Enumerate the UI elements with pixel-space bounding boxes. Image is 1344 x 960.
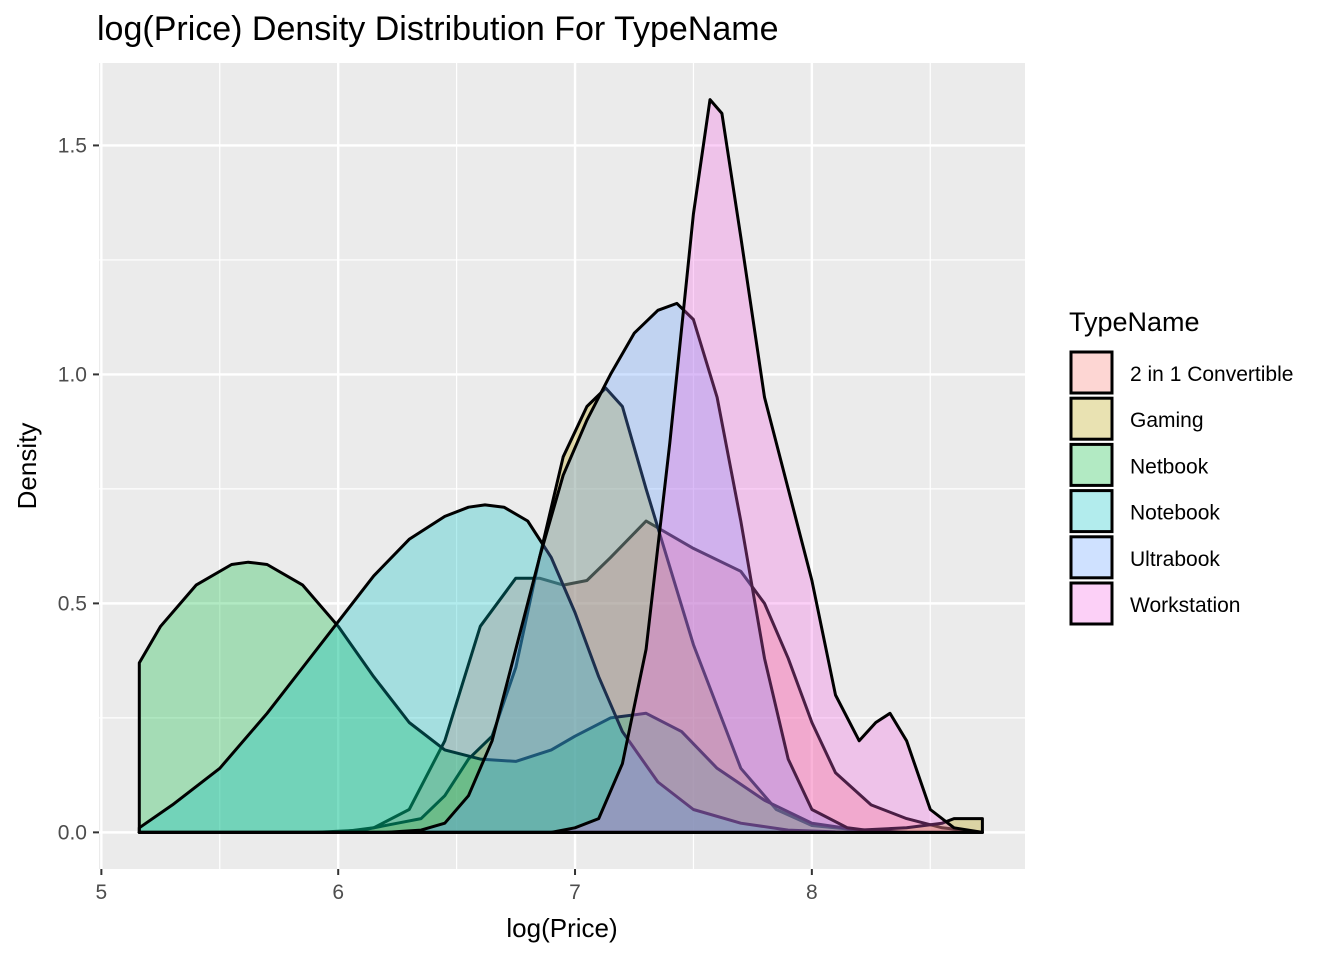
x-tick-label: 8 [806,881,818,904]
x-tick-label: 7 [569,881,581,904]
y-tick-label: 0.0 [58,821,87,844]
legend-key-bg [1071,398,1112,440]
legend-label: Gaming [1130,409,1204,432]
legend-label: Notebook [1130,502,1220,525]
x-tick-label: 5 [96,881,108,904]
legend-key-bg [1071,490,1112,532]
legend-label: 2 in 1 Convertible [1130,363,1293,386]
legend-key [1069,581,1114,626]
chart-title: log(Price) Density Distribution For Type… [97,10,779,48]
y-tick-label: 1.0 [58,363,87,386]
tick-labels: 5 6 7 8 0.0 0.5 1.0 1.5 [58,134,818,904]
y-axis-title: Density [12,423,42,510]
density-area-workstation [137,98,984,834]
density-area-ultrabook [137,301,885,834]
legend-key-bg [1071,444,1112,486]
legend: TypeName 2 in 1 Convertible Gaming Netbook… [1069,307,1293,626]
legend-key [1069,350,1114,395]
legend-key-bg [1071,583,1112,624]
minor-gridlines [99,63,1025,869]
legend-key-bg [1071,352,1112,393]
legend-key [1069,535,1114,580]
y-tick-label: 1.5 [58,134,87,157]
x-tick-label: 6 [332,881,344,904]
legend-key-bg [1071,536,1112,578]
legend-label: Workstation [1130,594,1241,617]
x-axis-title: log(Price) [506,913,617,943]
legend-key [1069,489,1114,534]
legend-label: Ultrabook [1130,548,1220,571]
legend-key [1069,442,1114,487]
density-areas [137,98,984,834]
axis-ticks [93,144,813,875]
y-tick-label: 0.5 [58,592,87,615]
density-area-gaming [137,386,984,834]
legend-key [1069,396,1114,441]
legend-label: Netbook [1130,455,1209,478]
legend-title: TypeName [1069,307,1200,337]
